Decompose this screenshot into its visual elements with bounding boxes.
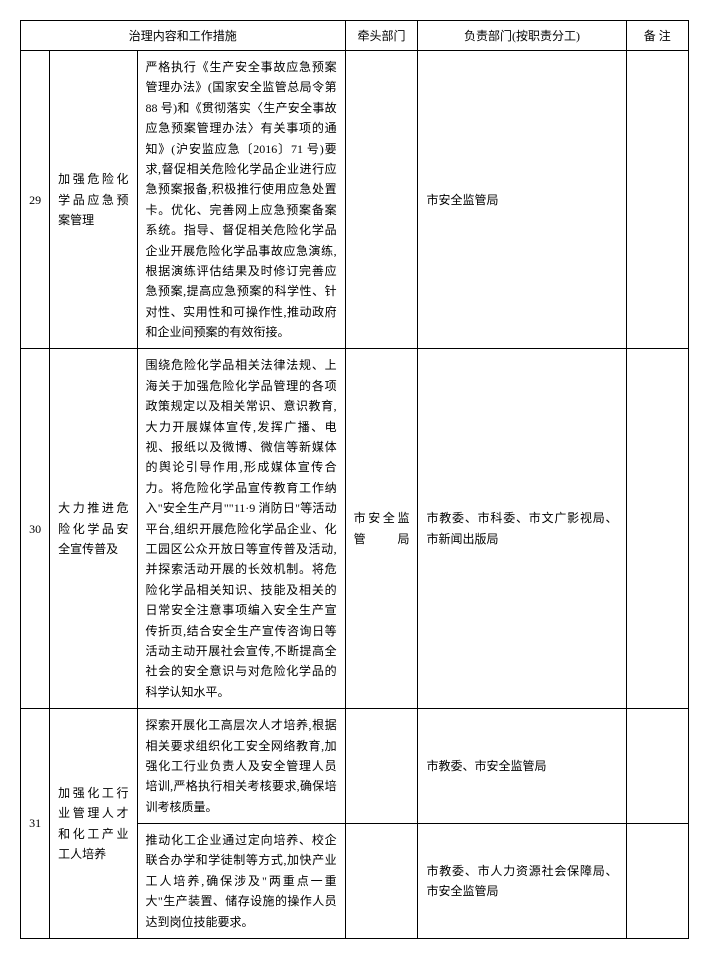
row-note <box>626 349 688 709</box>
row-note <box>626 824 688 939</box>
row-note <box>626 709 688 824</box>
row-title: 加强化工行业管理人才和化工产业工人培养 <box>50 709 137 939</box>
header-content-measures: 治理内容和工作措施 <box>21 21 346 51</box>
row-number: 29 <box>21 51 50 349</box>
row-measure: 严格执行《生产安全事故应急预案管理办法》(国家安全监管总局令第 88 号)和《贯… <box>137 51 345 349</box>
header-resp-dept: 负责部门(按职责分工) <box>418 21 626 51</box>
table-row: 29 加强危险化学品应急预案管理 严格执行《生产安全事故应急预案管理办法》(国家… <box>21 51 689 349</box>
header-note: 备 注 <box>626 21 688 51</box>
row-lead: 市安全监管局 <box>345 349 418 709</box>
header-lead-dept: 牵头部门 <box>345 21 418 51</box>
governance-table: 治理内容和工作措施 牵头部门 负责部门(按职责分工) 备 注 29 加强危险化学… <box>20 20 689 939</box>
table-row: 30 大力推进危险化学品安全宣传普及 围绕危险化学品相关法律法规、上海关于加强危… <box>21 349 689 709</box>
row-lead <box>345 51 418 349</box>
row-resp: 市安全监管局 <box>418 51 626 349</box>
header-row: 治理内容和工作措施 牵头部门 负责部门(按职责分工) 备 注 <box>21 21 689 51</box>
row-resp: 市教委、市人力资源社会保障局、市安全监管局 <box>418 824 626 939</box>
row-measure: 探索开展化工高层次人才培养,根据相关要求组织化工安全网络教育,加强化工行业负责人… <box>137 709 345 824</box>
table-row: 31 加强化工行业管理人才和化工产业工人培养 探索开展化工高层次人才培养,根据相… <box>21 709 689 824</box>
row-measure: 推动化工企业通过定向培养、校企联合办学和学徒制等方式,加快产业工人培养,确保涉及… <box>137 824 345 939</box>
row-number: 31 <box>21 709 50 939</box>
row-number: 30 <box>21 349 50 709</box>
row-resp: 市教委、市安全监管局 <box>418 709 626 824</box>
row-resp: 市教委、市科委、市文广影视局、市新闻出版局 <box>418 349 626 709</box>
row-title: 加强危险化学品应急预案管理 <box>50 51 137 349</box>
row-title: 大力推进危险化学品安全宣传普及 <box>50 349 137 709</box>
row-lead <box>345 824 418 939</box>
row-lead <box>345 709 418 824</box>
row-measure: 围绕危险化学品相关法律法规、上海关于加强危险化学品管理的各项政策规定以及相关常识… <box>137 349 345 709</box>
row-note <box>626 51 688 349</box>
